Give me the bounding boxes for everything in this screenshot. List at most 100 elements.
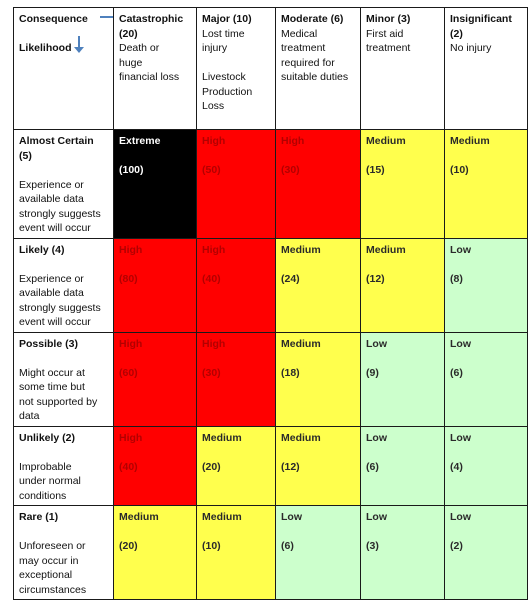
risk-cell: High (30) — [196, 331, 276, 427]
risk-score-value: (8) — [450, 272, 463, 285]
likelihood-desc-line: circumstances — [19, 583, 87, 596]
risk-level-label: High — [281, 135, 305, 147]
risk-score-value: (10) — [450, 164, 469, 176]
likelihood-row: Unlikely (2) Improbable under normal condit… — [13, 425, 528, 506]
likelihood-header-cell: Unlikely (2) Improbable under normal condit… — [13, 425, 114, 506]
risk-cell: Extreme (100) — [113, 129, 197, 239]
likelihood-header-cell: Almost Certain (5) Experience or available… — [13, 129, 114, 239]
risk-level-label: Low — [281, 511, 302, 523]
consequence-desc-line: Medical — [281, 27, 318, 40]
spacer — [281, 445, 355, 460]
arrow-down-icon — [74, 36, 84, 53]
risk-level-label: Medium — [366, 243, 406, 256]
likelihood-header-cell: Possible (3) Might occur at some time but n… — [13, 331, 114, 427]
likelihood-desc-line: available data — [19, 193, 84, 205]
risk-cell: High (40) — [196, 237, 276, 333]
risk-level-label: Medium — [202, 431, 242, 444]
likelihood-header-cell: Likely (4) Experience or available data str… — [13, 237, 114, 333]
consequence-desc-line: treatment — [366, 42, 411, 54]
risk-cell: Low (8) — [444, 237, 528, 333]
likelihood-desc-line: some time but — [19, 381, 85, 393]
likelihood-row: Almost Certain (5) Experience or available… — [13, 129, 528, 239]
risk-score-value: (20) — [202, 460, 221, 473]
spacer — [19, 257, 108, 272]
spacer — [366, 525, 439, 540]
risk-score-value: (3) — [366, 540, 379, 552]
risk-level-label: Medium — [281, 337, 321, 350]
likelihood-desc-line: Unforeseen or — [19, 540, 86, 552]
risk-level-label: High — [119, 243, 143, 256]
spacer — [450, 351, 522, 366]
risk-score-value: (6) — [366, 460, 379, 473]
spacer — [202, 445, 270, 460]
risk-level-label: Low — [450, 511, 471, 523]
consequence-desc-line: injury — [202, 42, 228, 54]
likelihood-desc-line: may occur in — [19, 554, 79, 567]
spacer — [119, 257, 191, 272]
spacer — [19, 445, 108, 460]
risk-level-label: High — [119, 337, 143, 350]
spacer — [119, 149, 191, 164]
consequence-title: Major (10) — [202, 13, 252, 25]
risk-cell: Low (9) — [360, 331, 445, 427]
risk-score-value: (2) — [450, 540, 463, 552]
likelihood-desc-line: data — [19, 410, 40, 422]
risk-score-value: (40) — [202, 272, 221, 285]
consequence-desc-line: Death or — [119, 42, 160, 54]
likelihood-title: Unlikely (2) — [19, 431, 76, 444]
spacer — [202, 525, 270, 540]
spacer — [119, 445, 191, 460]
risk-score-value: (80) — [119, 272, 138, 285]
risk-score-value: (6) — [281, 540, 294, 552]
risk-score-value: (20) — [119, 540, 138, 552]
risk-score-value: (9) — [366, 366, 379, 379]
risk-score-value: (4) — [450, 460, 463, 473]
consequence-desc-line: suitable duties — [281, 71, 349, 83]
likelihood-desc-line: Experience or — [19, 178, 84, 191]
risk-level-label: Medium — [281, 243, 321, 256]
risk-level-label: Low — [366, 337, 387, 350]
risk-score-value: (6) — [450, 366, 463, 379]
arrow-right-icon — [100, 16, 113, 18]
risk-level-label: Low — [450, 243, 471, 256]
spacer — [119, 351, 191, 366]
risk-cell: Low (6) — [360, 425, 445, 506]
likelihood-desc-line: event will occur — [19, 316, 91, 328]
consequence-desc-line: Loss — [202, 100, 225, 112]
risk-level-label: Medium — [450, 135, 490, 147]
likelihood-desc-line: exceptional — [19, 569, 73, 581]
risk-cell: Medium (18) — [275, 331, 361, 427]
spacer — [281, 351, 355, 366]
risk-level-label: Medium — [119, 511, 159, 523]
risk-cell: Medium (12) — [275, 425, 361, 506]
spacer — [450, 525, 522, 540]
likelihood-header-cell: Rare (1) Unforeseen or may occur in excepti… — [13, 505, 114, 600]
spacer — [450, 445, 522, 460]
risk-level-label: Low — [450, 431, 471, 444]
spacer — [19, 163, 108, 178]
risk-level-label: High — [202, 243, 226, 256]
risk-cell: High (80) — [113, 237, 197, 333]
consequence-header-cell: Moderate (6) Medical treatment required for… — [275, 7, 361, 130]
spacer — [119, 525, 191, 540]
consequence-desc-line: huge — [119, 56, 143, 69]
spacer — [19, 351, 108, 366]
likelihood-desc-line: Improbable — [19, 460, 72, 473]
spacer — [450, 149, 522, 164]
consequence-header-cell: Insignificant (2) No injury — [444, 7, 528, 130]
consequence-desc-line: No injury — [450, 42, 492, 54]
likelihood-desc-line: not supported by — [19, 395, 98, 408]
spacer — [281, 149, 355, 164]
risk-cell: High (30) — [275, 129, 361, 239]
likelihood-title: Almost Certain (5) — [19, 135, 94, 162]
risk-cell: Low (3) — [360, 505, 445, 600]
risk-level-label: High — [202, 135, 226, 147]
consequence-desc-line: required for — [281, 56, 335, 69]
corner-cell: Consequence Likelihood — [13, 7, 114, 130]
consequence-desc-line: treatment — [281, 42, 326, 54]
likelihood-row: Possible (3) Might occur at some time but n… — [13, 331, 528, 427]
likelihood-row: Likely (4) Experience or available data str… — [13, 237, 528, 333]
consequence-header-cell: Catastrophic (20) Death or huge financial l… — [113, 7, 197, 130]
risk-level-label: Medium — [366, 135, 406, 147]
risk-score-value: (10) — [202, 540, 221, 552]
